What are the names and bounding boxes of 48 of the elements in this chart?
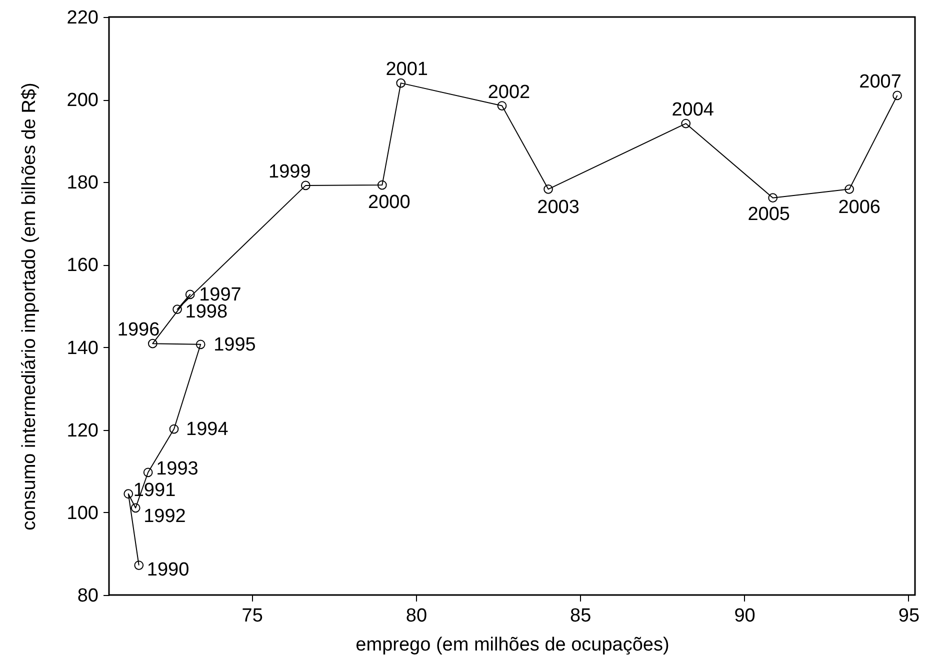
annotation: 2000 bbox=[368, 192, 410, 214]
annotation: 1996 bbox=[117, 320, 160, 341]
point bbox=[681, 118, 691, 128]
annotation: 2003 bbox=[537, 197, 580, 218]
point bbox=[148, 338, 158, 348]
point bbox=[497, 101, 507, 110]
annotation: 1993 bbox=[156, 458, 198, 480]
point bbox=[185, 290, 195, 300]
x-axis-title: emprego (em milhões de ocupações) bbox=[356, 634, 670, 656]
y-tick-label: 200 bbox=[66, 90, 98, 112]
point bbox=[844, 184, 854, 194]
annotation: 1999 bbox=[268, 161, 311, 182]
annotation: 1990 bbox=[146, 559, 190, 580]
y-tick-label: 160 bbox=[66, 255, 98, 276]
point bbox=[130, 503, 140, 513]
annotation: 2006 bbox=[838, 197, 880, 218]
point bbox=[768, 193, 778, 203]
point bbox=[169, 424, 179, 434]
point bbox=[544, 184, 553, 194]
point bbox=[124, 489, 134, 499]
point bbox=[300, 180, 310, 190]
y-axis-title: consumo intermediário importado (em bilhões de R$) bbox=[18, 82, 40, 530]
y-tick-label: 80 bbox=[77, 586, 98, 606]
point bbox=[396, 78, 406, 88]
point bbox=[377, 180, 387, 190]
x-tick-label: 80 bbox=[406, 606, 428, 626]
y-tick-label: 100 bbox=[66, 502, 98, 524]
point bbox=[196, 340, 206, 350]
annotation: 1992 bbox=[144, 506, 186, 527]
annotation: 2001 bbox=[386, 59, 428, 80]
annotation: 2002 bbox=[488, 82, 530, 103]
y-tick-label: 120 bbox=[66, 420, 98, 442]
y-tick-label: 180 bbox=[66, 172, 98, 194]
annotation: 2004 bbox=[672, 100, 714, 121]
point bbox=[134, 560, 144, 570]
point bbox=[143, 468, 153, 478]
annotation: 2005 bbox=[748, 204, 790, 225]
x-tick-label: 85 bbox=[570, 606, 592, 626]
annotation: 1994 bbox=[186, 419, 229, 440]
annotation: 2007 bbox=[859, 71, 902, 92]
annotation: 1995 bbox=[214, 334, 256, 356]
x-tick-label: 90 bbox=[734, 606, 756, 626]
point bbox=[892, 90, 902, 100]
x-tick-label: 95 bbox=[898, 606, 920, 626]
y-tick-label: 140 bbox=[66, 338, 98, 359]
point bbox=[172, 304, 182, 314]
y-tick-label: 220 bbox=[66, 8, 98, 28]
x-tick-label: 75 bbox=[242, 606, 263, 626]
